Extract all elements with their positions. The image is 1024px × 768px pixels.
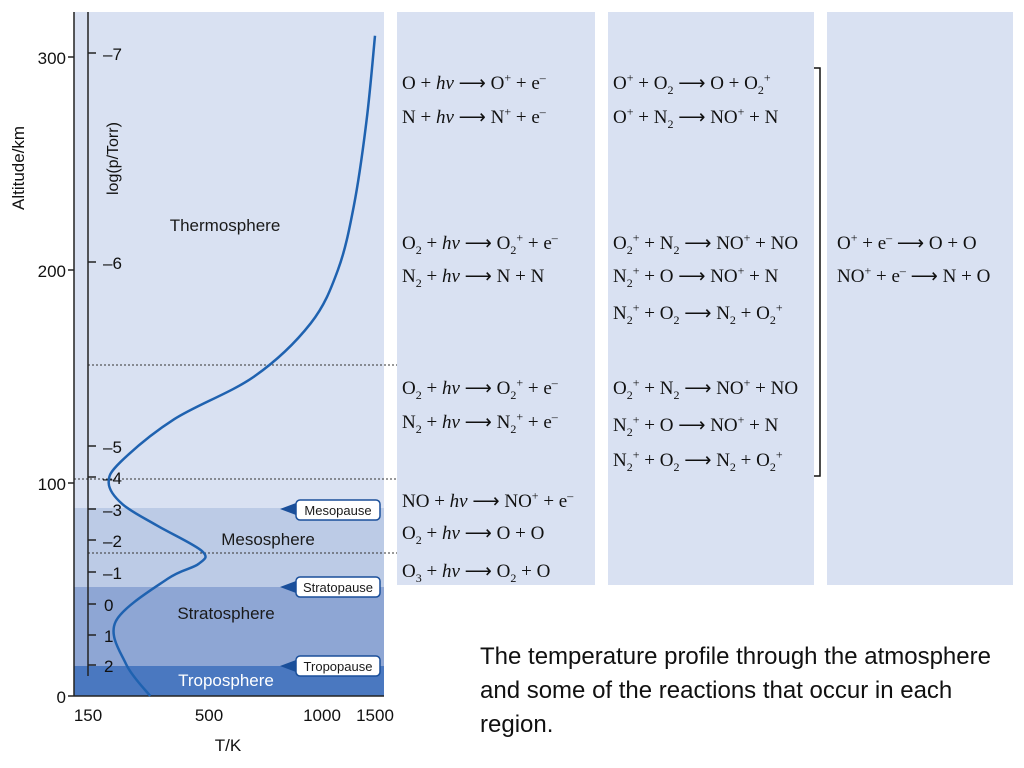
- pressure-tick-label: 0: [104, 596, 113, 615]
- pressure-tick-label: –1: [103, 564, 122, 583]
- thermosphere-label: Thermosphere: [170, 216, 281, 235]
- stratosphere-band: [74, 587, 384, 666]
- stratosphere-label: Stratosphere: [177, 604, 274, 623]
- pressure-tick-label: –3: [103, 501, 122, 520]
- reaction-panel-recombination: [827, 12, 1013, 585]
- altitude-axis-label: Altitude/km: [9, 126, 28, 210]
- altitude-ticks: [68, 56, 74, 697]
- pressure-tick-label: –2: [103, 532, 122, 551]
- svg-text:Mesopause: Mesopause: [304, 503, 371, 518]
- mesopause-callout: Mesopause: [280, 499, 381, 521]
- reaction-panel1-item: N2 + hν ⟶ N2+ + e–: [402, 409, 558, 436]
- svg-text:Stratopause: Stratopause: [303, 580, 373, 595]
- reaction-panel1-item: O + hν ⟶ O+ + e–: [402, 70, 546, 94]
- pressure-axis-label: log(p/Torr): [105, 122, 122, 195]
- reaction-panel1-item: O2 + hν ⟶ O2+ + e–: [402, 375, 558, 402]
- temperature-tick-label: 500: [195, 706, 223, 725]
- reaction-panel2-item: N2+ + O ⟶ NO+ + N: [613, 412, 779, 439]
- reaction-panel3-item: O+ + e– ⟶ O + O: [837, 230, 977, 254]
- reaction-panel2-item: O+ + N2 ⟶ NO+ + N: [613, 104, 779, 131]
- reaction-panel-ion-exchange: [608, 12, 814, 585]
- reaction-panel1-item: N2 + hν ⟶ N + N: [402, 266, 545, 290]
- temperature-profile-line: [107, 35, 377, 697]
- thermosphere-band: [74, 12, 384, 508]
- svg-text:Tropopause: Tropopause: [304, 659, 373, 674]
- pressure-tick-label: –6: [103, 254, 122, 273]
- reaction-panel1-item: O2 + hν ⟶ O + O: [402, 523, 545, 547]
- temperature-tick-label: 1000: [303, 706, 341, 725]
- altitude-tick-label: 100: [38, 475, 66, 494]
- reaction-panel2-item: O2+ + N2 ⟶ NO+ + NO: [613, 375, 799, 402]
- reaction-panel2-item: O+ + O2 ⟶ O + O2+: [613, 70, 771, 97]
- altitude-tick-label: 300: [38, 49, 66, 68]
- reaction-panel2-item: N2+ + O2 ⟶ N2 + O2+: [613, 447, 783, 474]
- reaction-panel1-item: O3 + hν ⟶ O2 + O: [402, 561, 551, 585]
- reaction-panel3-item: NO+ + e– ⟶ N + O: [837, 263, 991, 287]
- tropopause-callout: Tropopause: [280, 655, 381, 677]
- troposphere-label: Troposphere: [178, 671, 274, 690]
- temperature-tick-label: 1500: [356, 706, 394, 725]
- reaction-panel1-item: O2 + hν ⟶ O2+ + e–: [402, 230, 558, 257]
- pressure-tick-label: 1: [104, 627, 113, 646]
- reaction-panel2-item: N2+ + O ⟶ NO+ + N: [613, 263, 779, 290]
- reaction-panel1-item: NO + hν ⟶ NO+ + e–: [402, 488, 574, 512]
- altitude-tick-label: 200: [38, 262, 66, 281]
- reaction-panel1-item: N + hν ⟶ N+ + e–: [402, 104, 546, 128]
- stratopause-callout: Stratopause: [280, 576, 381, 598]
- pressure-tick-label: –5: [103, 438, 122, 457]
- pressure-ticks: [88, 52, 96, 666]
- pressure-tick-label: 2: [104, 657, 113, 676]
- mesosphere-band: [74, 508, 384, 587]
- figure-caption: The temperature profile through the atmo…: [480, 643, 991, 738]
- reaction-panel2-item: O2+ + N2 ⟶ NO+ + NO: [613, 230, 799, 257]
- reaction-panel2-item: N2+ + O2 ⟶ N2 + O2+: [613, 300, 783, 327]
- mesosphere-label: Mesosphere: [221, 530, 315, 549]
- temperature-axis-label: T/K: [215, 736, 242, 755]
- temperature-tick-label: 150: [74, 706, 102, 725]
- reaction-panel-photoionization: [397, 12, 595, 585]
- pressure-tick-label: –7: [103, 45, 122, 64]
- altitude-tick-label: 0: [57, 688, 66, 707]
